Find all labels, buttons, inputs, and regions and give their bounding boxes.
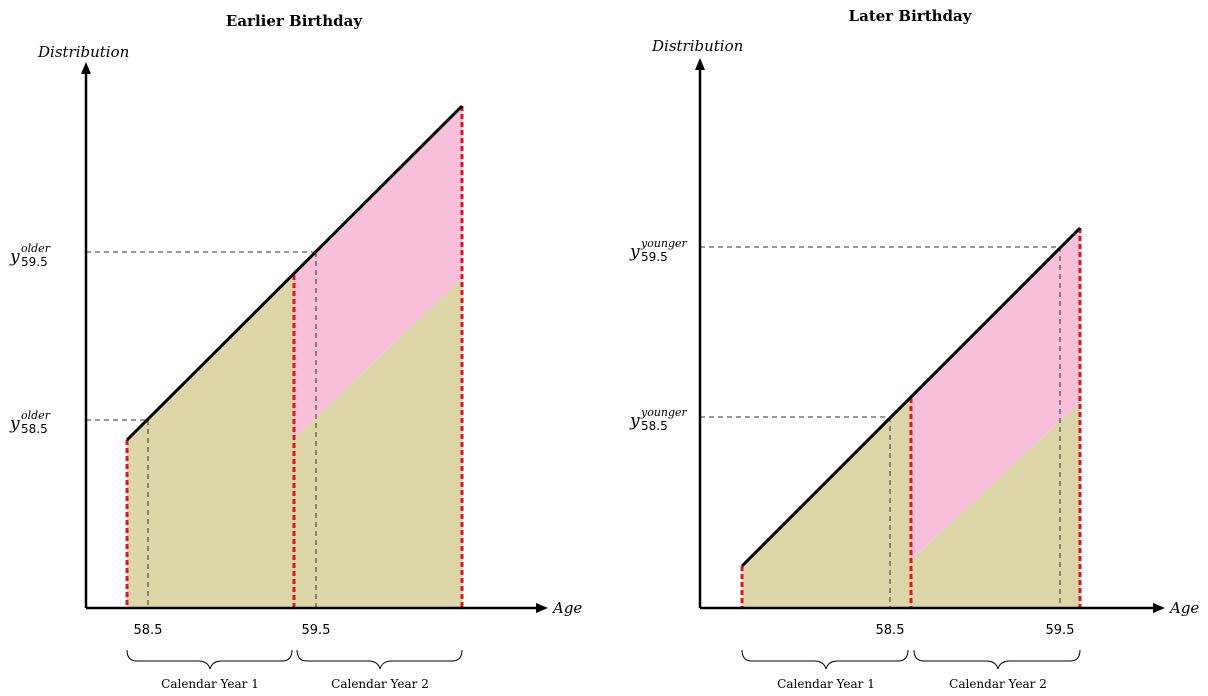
x-axis-label: Age xyxy=(551,599,582,617)
svg-text:y: y xyxy=(629,411,640,431)
x-tick-58-5: 58.5 xyxy=(134,623,163,638)
svg-text:older: older xyxy=(21,409,51,422)
pink-region xyxy=(294,106,462,438)
brace-label-year-2: Calendar Year 2 xyxy=(949,677,1047,691)
x-axis-arrow xyxy=(1153,603,1165,613)
distribution-line xyxy=(125,104,464,442)
distribution-line xyxy=(740,226,1082,568)
y-label-lower: y older 58.5 xyxy=(9,409,51,436)
brace-year-1 xyxy=(741,649,909,670)
brace-label-year-2: Calendar Year 2 xyxy=(331,677,429,691)
y-axis-label: Distribution xyxy=(37,43,129,61)
y-label-upper: y older 59.5 xyxy=(9,242,51,269)
svg-text:59.5: 59.5 xyxy=(21,255,48,269)
brace-year-2 xyxy=(913,649,1081,670)
svg-text:younger: younger xyxy=(640,406,688,419)
panel-title: Earlier Birthday xyxy=(226,12,363,30)
svg-text:younger: younger xyxy=(640,237,688,250)
y-axis-arrow xyxy=(81,62,91,74)
x-tick-58-5: 58.5 xyxy=(876,623,905,638)
brace-label-year-1: Calendar Year 1 xyxy=(777,677,875,691)
brace-year-1 xyxy=(126,649,293,670)
y-label-upper: y younger 59.5 xyxy=(629,237,688,264)
y-label-lower: y younger 58.5 xyxy=(629,406,688,433)
panel-earlier-birthday: Earlier Birthday Distribution Age y olde… xyxy=(9,12,582,691)
y-axis-arrow xyxy=(695,58,705,70)
svg-text:y: y xyxy=(9,247,20,267)
svg-text:58.5: 58.5 xyxy=(641,419,668,433)
svg-text:y: y xyxy=(9,414,20,434)
svg-text:older: older xyxy=(21,242,51,255)
y-axis-label: Distribution xyxy=(651,37,743,55)
x-tick-59-5: 59.5 xyxy=(302,623,331,638)
panel-title: Later Birthday xyxy=(849,7,973,25)
svg-text:58.5: 58.5 xyxy=(21,422,48,436)
x-axis-label: Age xyxy=(1168,599,1199,617)
brace-label-year-1: Calendar Year 1 xyxy=(161,677,259,691)
svg-text:y: y xyxy=(629,242,640,262)
svg-text:59.5: 59.5 xyxy=(641,250,668,264)
x-tick-59-5: 59.5 xyxy=(1046,623,1075,638)
brace-year-2 xyxy=(296,649,463,670)
panel-later-birthday: Later Birthday Distribution Age y younge… xyxy=(629,7,1199,691)
x-axis-arrow xyxy=(536,603,548,613)
pink-region xyxy=(911,228,1080,560)
